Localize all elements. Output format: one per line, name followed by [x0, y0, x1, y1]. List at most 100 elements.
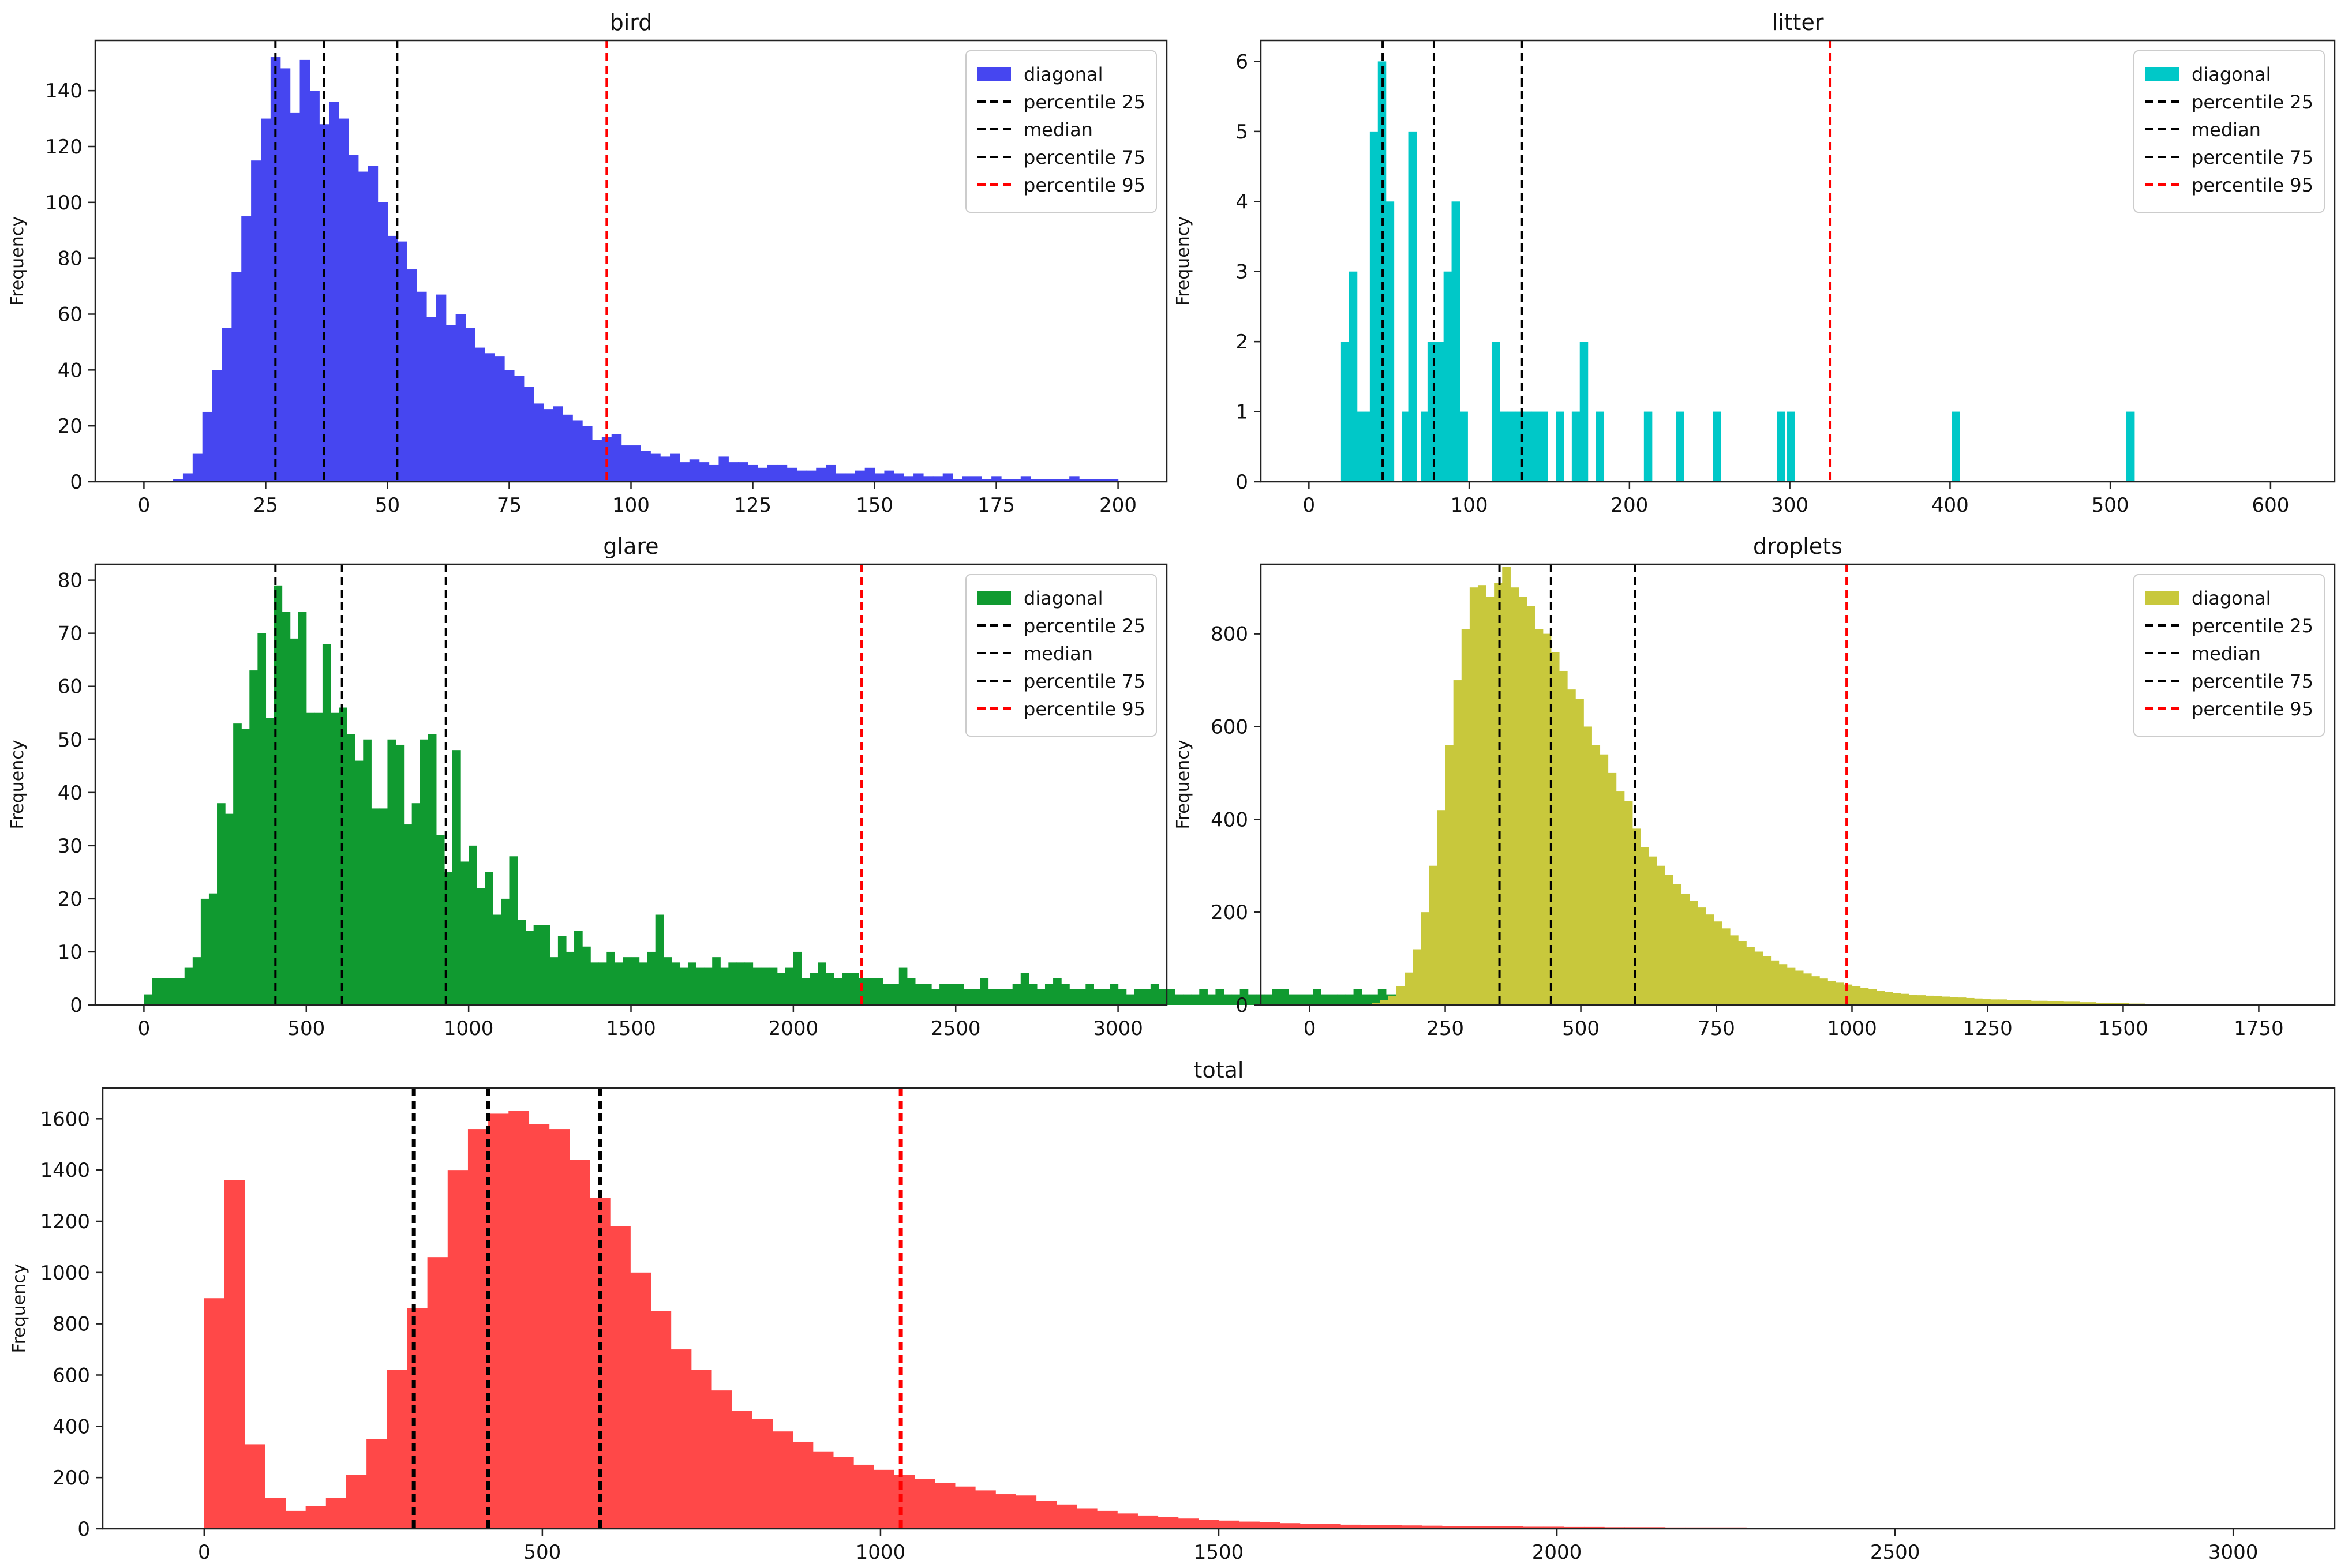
histogram-bar [1571, 411, 1581, 482]
histogram-bar [517, 920, 526, 1005]
histogram-bar [358, 171, 369, 482]
histogram-bar [1507, 411, 1516, 482]
histogram-bar [744, 962, 754, 1005]
histogram-bar [200, 898, 209, 1005]
histogram-bar [366, 1439, 387, 1529]
histogram-bar [249, 670, 258, 1005]
histogram-bar [477, 888, 485, 1005]
histogram-bar [523, 387, 534, 482]
histogram-bar [898, 967, 908, 1005]
histogram-bar [834, 978, 842, 1005]
histogram-bar [2063, 1001, 2072, 1005]
histogram-bar [793, 951, 802, 1005]
histogram-bar [1787, 411, 1795, 482]
histogram-bar [202, 411, 213, 482]
histogram-bar [2023, 1000, 2032, 1005]
histogram-bar [572, 420, 583, 482]
histogram-bar [818, 962, 826, 1005]
histogram-bar [975, 1490, 996, 1529]
x-tick-label: 0 [1303, 494, 1316, 517]
histogram-bar [1608, 772, 1617, 1005]
y-axis-label: Frequency [1173, 216, 1193, 306]
histogram-bar [1697, 907, 1706, 1005]
histogram-bar [549, 957, 559, 1005]
y-tick-label: 200 [53, 1466, 90, 1490]
x-tick-label: 200 [1611, 494, 1648, 517]
histogram-bar [842, 973, 851, 1005]
histogram-bar [1665, 875, 1673, 1005]
y-tick-label: 20 [58, 415, 83, 438]
subplot-droplets: 0 250 500 750 1000 1250 1500 1750 0 200 400 600 800 d… [1173, 534, 2336, 1040]
histogram-bar [582, 426, 593, 482]
y-tick-label: 1600 [40, 1108, 90, 1131]
x-tick-label: 100 [612, 494, 650, 517]
y-tick-label: 70 [58, 622, 83, 646]
x-tick-label: 75 [497, 494, 522, 517]
histogram-bar [233, 723, 242, 1005]
histogram-bar [591, 440, 602, 482]
histogram-bar [1421, 1525, 1443, 1529]
histogram-bar [330, 712, 339, 1005]
legend-patch-droplets [2145, 591, 2179, 605]
histogram-bar [231, 272, 242, 482]
histogram-bar [541, 925, 550, 1005]
histogram-bar [488, 1113, 509, 1529]
histogram-bar [1596, 411, 1605, 482]
histogram-bar [752, 1419, 773, 1529]
subplot-bird: 0 25 50 75 100 125 150 175 200 0 20 40 60 80 100 120 140… [8, 10, 1168, 517]
histogram-bar [704, 967, 713, 1005]
histogram-bar [1965, 997, 1975, 1005]
histogram-bar [1982, 999, 1991, 1005]
histogram-bar [1445, 745, 1454, 1005]
y-tick-label: 0 [77, 1518, 90, 1541]
histogram-bar [1591, 745, 1601, 1005]
histogram-bar [1381, 1525, 1402, 1529]
histogram-bar [1036, 989, 1046, 1005]
histogram-bar [508, 1111, 530, 1529]
histogram-bar [1178, 1518, 1199, 1529]
histogram-bar [836, 473, 846, 482]
histogram-bar [980, 978, 989, 1005]
legend-label: median [2192, 643, 2261, 665]
histogram-bar [833, 1457, 854, 1529]
histogram-bar [1016, 1495, 1037, 1529]
histogram-bar [493, 914, 502, 1005]
histogram-bar [650, 453, 661, 482]
histogram-bar [718, 456, 729, 482]
histogram-bar [1819, 978, 1828, 1005]
histogram-bar [1223, 994, 1233, 1005]
x-tick-label: 0 [138, 1017, 151, 1040]
histogram-bar [557, 936, 567, 1005]
x-tick-label: 0 [138, 494, 151, 517]
histogram-bar [2055, 1001, 2064, 1005]
histogram-bar [192, 453, 203, 482]
histogram-bar [1583, 726, 1592, 1005]
histogram-bar [212, 370, 223, 482]
histogram-bar [1632, 828, 1641, 1005]
y-tick-label: 1200 [40, 1210, 90, 1233]
y-tick-label: 100 [45, 192, 83, 215]
legend-label: diagonal [2192, 63, 2271, 85]
subplot-title: litter [1772, 10, 1824, 35]
histogram-bar [1279, 1523, 1301, 1529]
histogram-bar [748, 464, 758, 482]
histogram-bar [2014, 1000, 2024, 1005]
histogram-bar [319, 124, 329, 482]
histogram-bar [371, 808, 380, 1005]
y-tick-label: 60 [58, 303, 83, 326]
histogram-bar [1361, 994, 1370, 1005]
histogram-bar [1001, 479, 1012, 482]
histogram-bar [884, 470, 894, 482]
histogram-bar [914, 1479, 935, 1529]
legend-label: diagonal [1024, 587, 1103, 609]
histogram-bar [1069, 476, 1080, 482]
histogram-bar [972, 476, 982, 482]
histogram-bar [1575, 699, 1584, 1005]
histogram-bar [436, 835, 445, 1005]
histogram-bar [1061, 984, 1070, 1005]
histogram-bar [160, 978, 169, 1005]
histogram-bar [874, 473, 885, 482]
x-tick-label: 500 [2092, 494, 2129, 517]
y-tick-label: 2 [1235, 331, 1248, 354]
